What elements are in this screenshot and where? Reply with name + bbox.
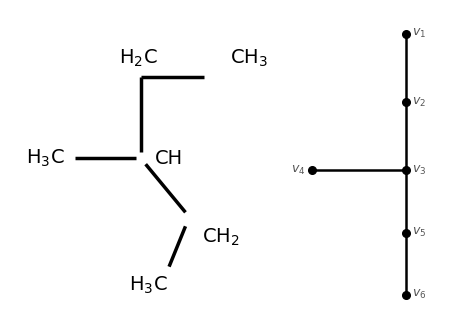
Text: $v_{6}$: $v_{6}$ (412, 288, 426, 301)
Text: $v_{2}$: $v_{2}$ (412, 95, 426, 109)
Text: CH$_2$: CH$_2$ (202, 227, 239, 248)
Text: $v_{3}$: $v_{3}$ (412, 164, 426, 177)
Text: CH$_3$: CH$_3$ (230, 48, 268, 69)
Text: H$_3$C: H$_3$C (128, 275, 167, 296)
Text: $v_{1}$: $v_{1}$ (412, 27, 426, 40)
Text: H$_3$C: H$_3$C (26, 147, 64, 169)
Text: $v_{4}$: $v_{4}$ (292, 164, 306, 177)
Text: CH: CH (155, 149, 183, 167)
Text: $v_{5}$: $v_{5}$ (412, 226, 426, 239)
Text: H$_2$C: H$_2$C (119, 48, 158, 69)
